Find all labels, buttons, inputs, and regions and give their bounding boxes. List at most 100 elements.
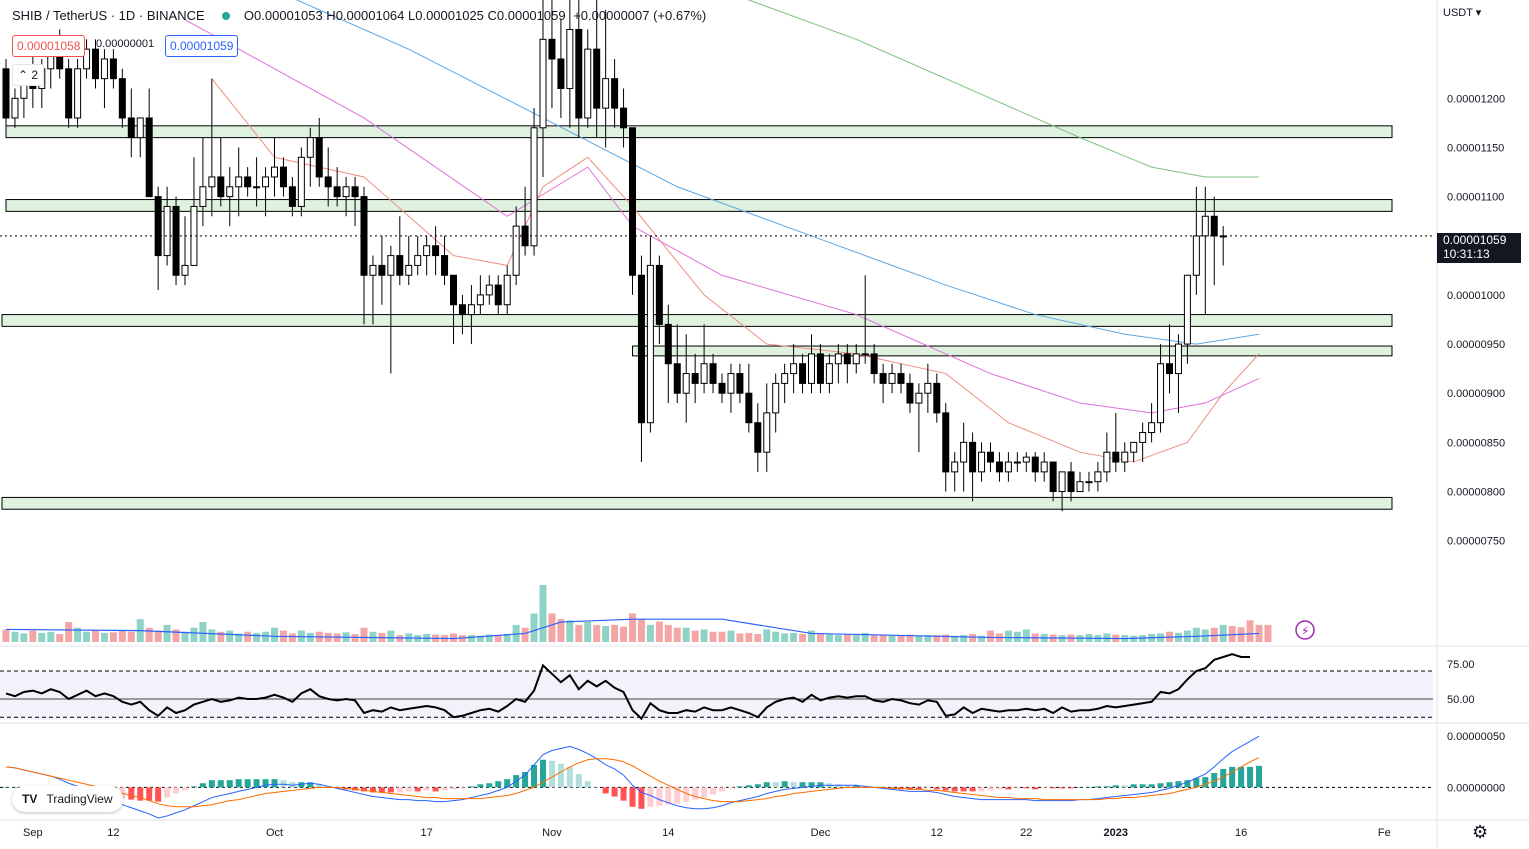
- macd-histogram-bar: [298, 782, 305, 788]
- volume-bar: [100, 632, 108, 642]
- candle-body: [1157, 363, 1165, 424]
- time-axis[interactable]: Sep 12 Oct 17 Nov 14 Dec 12 22 2023 16 Fe: [23, 827, 1391, 839]
- candle-body: [333, 186, 341, 198]
- candle-body: [1067, 471, 1075, 493]
- volume-bar: [458, 635, 466, 642]
- candle-body: [781, 373, 789, 384]
- candle-body: [2, 68, 10, 119]
- macd-histogram-bar: [396, 787, 403, 793]
- symbol-title[interactable]: SHIB / TetherUS · 1D · BINANCE: [12, 8, 205, 23]
- macd-histogram-bar: [378, 787, 385, 793]
- rsi-pane: [0, 653, 1433, 721]
- volume-bar: [906, 634, 914, 642]
- buy-button[interactable]: 0.00001059: [165, 35, 239, 57]
- macd-histogram-bar: [262, 779, 269, 788]
- volume-bar: [172, 629, 180, 642]
- macd-histogram-bar: [450, 787, 457, 790]
- candle-body: [1049, 461, 1057, 493]
- macd-histogram-bar: [880, 787, 887, 789]
- gear-icon[interactable]: ⚙: [1472, 822, 1489, 842]
- chevron-up-icon: ⌃: [17, 68, 29, 82]
- volume-bar: [978, 635, 986, 642]
- candle-body: [772, 382, 780, 414]
- time-tick-label: 17: [421, 827, 433, 839]
- volume-bar: [262, 631, 270, 642]
- candle-body: [1121, 451, 1129, 463]
- volume-bar: [503, 634, 511, 642]
- macd-histogram-bar: [969, 787, 976, 792]
- macd-histogram-bar: [710, 787, 717, 795]
- candle-body: [297, 156, 305, 207]
- candle-body: [575, 28, 583, 119]
- macd-histogram-bar: [862, 786, 869, 788]
- volume-bar: [1013, 631, 1021, 642]
- volume-bar: [20, 633, 28, 642]
- volume-bar: [852, 635, 860, 642]
- macd-histogram-bar: [3, 787, 9, 788]
- tradingview-logo[interactable]: TV TradingView: [12, 786, 123, 812]
- macd-histogram-bar: [1077, 787, 1083, 788]
- macd-histogram-bar: [808, 782, 815, 788]
- macd-histogram-bar: [638, 787, 645, 809]
- macd-histogram-bar: [906, 787, 913, 790]
- macd-histogram-bar: [504, 779, 511, 788]
- candle-body: [494, 284, 502, 306]
- candle-body: [611, 78, 619, 109]
- last-price-label: 0.00001059 10:31:13: [1437, 233, 1521, 263]
- macd-histogram-bar: [1238, 766, 1245, 788]
- sr-zone: [1, 496, 1393, 510]
- macd-histogram-bar: [289, 782, 296, 788]
- bar-countdown: 10:31:13: [1443, 247, 1490, 261]
- indicators-toggle-button[interactable]: ⌃ 2: [12, 64, 44, 86]
- volume-bar: [969, 634, 977, 642]
- ohlc-values: O0.00001053 H0.00001064 L0.00001025 C0.0…: [243, 8, 566, 23]
- currency-selector[interactable]: USDT ▾: [1443, 7, 1482, 19]
- volume-bar: [745, 632, 753, 642]
- macd-histogram-bar: [1256, 765, 1262, 788]
- volume-bar: [593, 624, 601, 642]
- volume-bar: [772, 631, 780, 642]
- macd-histogram-bar: [1032, 787, 1039, 790]
- macd-histogram-bar: [593, 787, 600, 788]
- volume-bar: [942, 634, 950, 642]
- volume-bar: [924, 635, 932, 642]
- candle-body: [915, 392, 923, 404]
- candle-body: [74, 68, 82, 119]
- volume-bar: [727, 630, 735, 642]
- candle-body: [136, 117, 144, 139]
- price-change: +0.00000007 (+0.67%): [573, 8, 707, 23]
- volume-bar: [637, 619, 645, 642]
- volume-bar: [763, 629, 771, 642]
- volume-bars: ⚡: [2, 585, 1315, 642]
- candle-body: [620, 107, 628, 129]
- macd-histogram-bar: [924, 787, 931, 789]
- macd-histogram-bar: [665, 787, 672, 805]
- volume-bar: [467, 635, 475, 642]
- macd-histogram-bar: [692, 787, 699, 800]
- macd-histogram-bar: [164, 787, 171, 798]
- macd-histogram-bar: [719, 787, 725, 792]
- volume-bar: [1264, 624, 1272, 642]
- volume-bar: [1228, 626, 1236, 642]
- volume-bar: [870, 635, 878, 642]
- macd-histogram-bar: [584, 781, 591, 788]
- candle-body: [754, 422, 762, 453]
- candle-body: [1085, 481, 1093, 484]
- macd-histogram-bar: [244, 779, 251, 788]
- price-axis[interactable]: 0.00001200 0.00001150 0.00001100 0.00001000…: [1447, 93, 1505, 794]
- volume-bar: [584, 622, 592, 642]
- volume-bar: [145, 627, 153, 642]
- volume-bar: [816, 634, 824, 642]
- candle-body: [539, 38, 547, 129]
- sell-button[interactable]: 0.00001058: [12, 35, 86, 57]
- candle-body: [11, 97, 19, 119]
- macd-histogram-bar: [781, 781, 788, 788]
- volume-bar: [65, 622, 73, 642]
- candle-body: [342, 186, 350, 198]
- macd-histogram-bar: [1148, 784, 1155, 788]
- candle-body: [127, 117, 135, 139]
- market-status-icon: [222, 12, 231, 21]
- volume-bar: [181, 631, 189, 642]
- candle-body: [843, 353, 851, 365]
